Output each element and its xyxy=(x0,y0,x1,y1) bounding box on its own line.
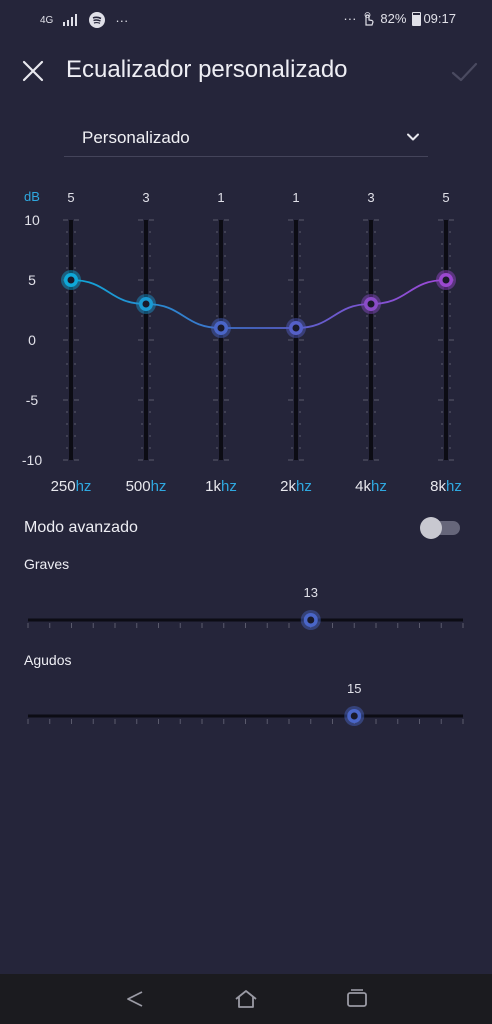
band-handle-2khz[interactable] xyxy=(286,318,306,338)
bass-label: Graves xyxy=(24,556,70,572)
preset-selected: Personalizado xyxy=(82,128,190,147)
gesture-icon xyxy=(365,11,375,26)
battery-percent: 82% xyxy=(380,11,407,26)
chevron-down-icon xyxy=(407,133,419,141)
band-frequency-label: 2khz xyxy=(280,478,312,495)
battery-icon xyxy=(412,11,422,26)
band-handle-8khz[interactable] xyxy=(436,270,456,290)
band-value-label: 5 xyxy=(442,190,449,205)
band-value-label: 1 xyxy=(217,190,224,205)
slider-handle[interactable] xyxy=(300,610,321,630)
toggle-knob xyxy=(420,517,442,539)
recent-apps-icon[interactable] xyxy=(344,987,370,1011)
y-tick-label: 5 xyxy=(28,272,36,288)
close-icon[interactable] xyxy=(20,58,46,84)
more-notifications: ··· xyxy=(115,12,129,28)
network-type: 4G xyxy=(40,14,54,26)
db-unit-label: dB xyxy=(24,189,40,204)
band-handle-1khz[interactable] xyxy=(211,318,231,338)
preset-dropdown[interactable]: Personalizado xyxy=(64,120,428,157)
page-title: Ecualizador personalizado xyxy=(66,56,348,83)
equalizer-chart: dB 10 5 0 -5 -10 5 3 1 1 3 5 250hz 500hz 1khz 2khz 4k… xyxy=(22,189,462,495)
treble-label: Agudos xyxy=(24,652,72,668)
y-tick-label: 0 xyxy=(28,332,36,348)
band-frequency-label: 1khz xyxy=(205,478,237,495)
slider-value-label: 15 xyxy=(347,681,361,696)
eq-curve xyxy=(70,279,447,329)
status-bar: 4G ··· ··· 82% 09:17 xyxy=(0,0,492,40)
band-frequency-label: 500hz xyxy=(126,478,167,495)
treble-slider[interactable]: 15 xyxy=(0,676,492,736)
home-icon[interactable] xyxy=(233,987,259,1011)
slider-handle[interactable] xyxy=(344,706,365,726)
navigation-bar xyxy=(0,974,492,1024)
band-frequency-label: 4khz xyxy=(355,478,387,495)
spotify-icon xyxy=(89,12,106,28)
band-value-label: 3 xyxy=(142,190,149,205)
band-handle-4khz[interactable] xyxy=(361,294,381,314)
band-value-label: 5 xyxy=(67,190,74,205)
back-icon[interactable] xyxy=(122,987,148,1011)
confirm-check-icon[interactable] xyxy=(450,58,478,86)
band-value-label: 3 xyxy=(367,190,374,205)
signal-icon xyxy=(63,14,78,26)
band-frequency-label: 8khz xyxy=(430,478,462,495)
y-tick-label: -10 xyxy=(22,452,42,468)
band-handle-250hz[interactable] xyxy=(61,270,81,290)
advanced-mode-label: Modo avanzado xyxy=(24,519,138,536)
y-tick-label: 10 xyxy=(24,212,40,228)
bass-slider[interactable]: 13 xyxy=(0,580,492,640)
slider-value-label: 13 xyxy=(304,585,318,600)
y-tick-label: -5 xyxy=(26,392,39,408)
band-value-label: 1 xyxy=(292,190,299,205)
advanced-mode-toggle[interactable] xyxy=(420,517,460,539)
more-icon: ··· xyxy=(343,11,357,26)
band-handle-500hz[interactable] xyxy=(136,294,156,314)
band-frequency-label: 250hz xyxy=(51,478,92,495)
clock: 09:17 xyxy=(423,11,456,26)
